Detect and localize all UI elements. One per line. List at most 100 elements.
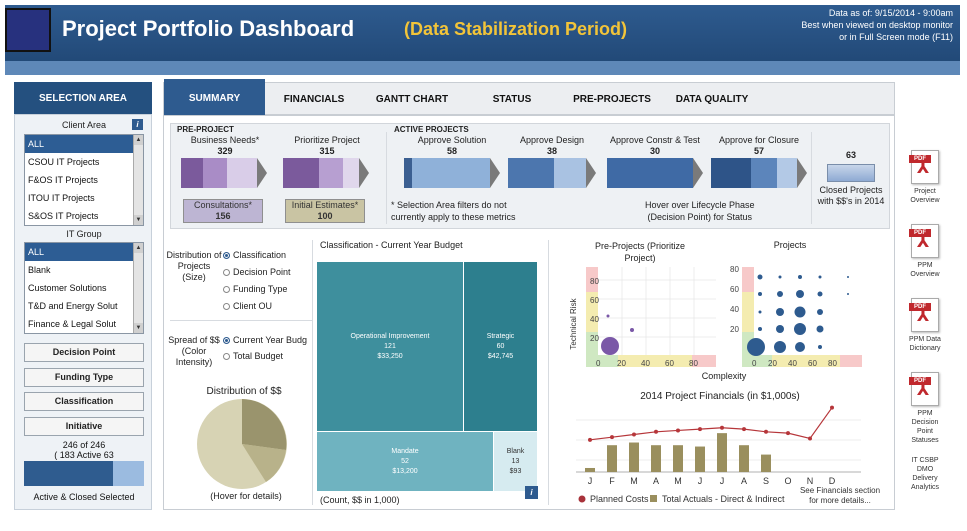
scroll-down-icon[interactable]: ▼ — [134, 215, 143, 225]
list-item[interactable]: ITOU IT Projects — [28, 193, 95, 203]
tab-financials[interactable]: FINANCIALS — [283, 94, 345, 105]
tab-gantt-chart[interactable]: GANTT CHART — [375, 94, 449, 105]
list-item[interactable]: Customer Solutions — [28, 283, 107, 293]
treemap-cell-strategic[interactable]: Strategic 60 $42,745 — [464, 262, 538, 432]
list-item[interactable]: Finance & Legal Solut — [28, 319, 117, 329]
planned-point[interactable] — [808, 436, 812, 441]
actuals-bar[interactable] — [739, 445, 749, 472]
stage-approve-design[interactable]: Approve Design 38 — [508, 135, 596, 188]
initial-estimates-box[interactable]: Initial Estimates* 100 — [285, 199, 365, 223]
actuals-bar[interactable] — [607, 445, 617, 472]
pdf-project-overview[interactable]: PDF ⅄ Project Overview — [905, 150, 945, 205]
decision-point-button[interactable]: Decision Point — [24, 343, 144, 362]
planned-point[interactable] — [764, 429, 768, 434]
radio-dot[interactable] — [223, 269, 230, 276]
radio-classification[interactable]: Classification — [223, 250, 286, 260]
actuals-bar[interactable] — [629, 442, 639, 472]
info-icon[interactable]: i — [132, 119, 143, 130]
distribution-pie[interactable] — [194, 398, 294, 490]
scrollbar[interactable]: ▲ ▼ — [133, 135, 143, 225]
radio-decision-point[interactable]: Decision Point — [223, 267, 291, 277]
radio-dot[interactable] — [223, 303, 230, 310]
actuals-bar[interactable] — [717, 433, 727, 472]
stage-approve-for-closure[interactable]: Approve for Closure 57 — [711, 135, 807, 188]
radio-dot[interactable] — [223, 353, 230, 360]
initiative-button[interactable]: Initiative — [24, 417, 144, 436]
pre-projects-scatter[interactable]: Technical Risk 80 60 40 20 0 20 40 60 80 — [566, 262, 726, 372]
radio-client-ou[interactable]: Client OU — [223, 301, 272, 311]
classification-button[interactable]: Classification — [24, 392, 144, 411]
pdf-ppm-decision-point-statuses[interactable]: PDF ⅄ PPM Decision Point Statuses — [905, 372, 945, 445]
list-item[interactable]: F&OS IT Projects — [28, 175, 98, 185]
actuals-bar[interactable] — [673, 445, 683, 472]
list-item[interactable]: ALL — [25, 135, 143, 153]
it-group-listbox[interactable]: ALL Blank Customer Solutions T&D and Ene… — [24, 242, 144, 334]
actuals-bar[interactable] — [585, 467, 595, 472]
radio-dot[interactable] — [223, 252, 230, 259]
financials-chart[interactable]: J F M A M J J A S O N D Planned Costs Total Actuals… — [566, 400, 866, 506]
tab-summary[interactable]: SUMMARY — [164, 79, 265, 115]
planned-point[interactable] — [742, 427, 746, 432]
planned-point[interactable] — [830, 405, 834, 410]
scroll-up-icon[interactable]: ▲ — [134, 243, 143, 253]
actuals-bar[interactable] — [761, 454, 771, 472]
radio-dot[interactable] — [223, 286, 230, 293]
stage-value: 58 — [446, 146, 457, 156]
radio-funding-type[interactable]: Funding Type — [223, 284, 287, 294]
list-item[interactable]: CSOU IT Projects — [28, 157, 100, 167]
scatter-point[interactable] — [606, 314, 610, 318]
y-tick: 40 — [730, 305, 739, 314]
data-as-of: Data as of: 9/15/2014 - 9:00am Best when… — [801, 7, 953, 43]
tab-data-quality[interactable]: DATA QUALITY — [675, 94, 749, 105]
consultations-box[interactable]: Consultations* 156 — [183, 199, 263, 223]
tab-status[interactable]: STATUS — [492, 94, 532, 105]
scatter-points[interactable] — [747, 274, 849, 357]
treemap-cell-mandate[interactable]: Mandate 52 $13,200 — [317, 432, 494, 492]
stage-approve-constr-test[interactable]: Approve Constr & Test 30 — [607, 135, 703, 188]
funding-type-button[interactable]: Funding Type — [24, 368, 144, 387]
treemap-cell-operational[interactable]: Operational Improvement 121 $33,250 — [317, 262, 464, 432]
scroll-down-icon[interactable]: ▼ — [134, 323, 143, 333]
scrollbar[interactable]: ▲ ▼ — [133, 243, 143, 333]
scroll-up-icon[interactable]: ▲ — [134, 135, 143, 145]
projects-scatter[interactable]: 80 60 40 20 0 20 40 60 80 — [726, 262, 866, 372]
planned-point[interactable] — [588, 437, 592, 442]
pie-slice[interactable] — [242, 444, 286, 482]
stage-business-needs[interactable]: Business Needs* 329 — [181, 135, 269, 188]
planned-point[interactable] — [698, 427, 702, 432]
list-item[interactable]: T&D and Energy Solut — [28, 301, 118, 311]
planned-point[interactable] — [786, 431, 790, 436]
planned-point[interactable] — [720, 425, 724, 430]
actuals-bar[interactable] — [651, 445, 661, 472]
list-item[interactable]: Blank — [28, 265, 51, 275]
scatter-point[interactable] — [630, 328, 634, 332]
bar-segment — [412, 158, 490, 188]
radio-current-year-budget[interactable]: Current Year Budg — [223, 335, 307, 345]
planned-point[interactable] — [676, 428, 680, 433]
stage-approve-solution[interactable]: Approve Solution 58 — [404, 135, 500, 188]
pdf-tag: PDF — [909, 377, 931, 385]
info-icon[interactable]: i — [525, 486, 538, 499]
stage-prioritize-project[interactable]: Prioritize Project 315 — [283, 135, 371, 188]
planned-point[interactable] — [610, 435, 614, 440]
cell-budget: $42,745 — [487, 352, 514, 360]
planned-point[interactable] — [632, 432, 636, 437]
stage-bar — [404, 158, 500, 188]
tab-pre-projects[interactable]: PRE-PROJECTS — [573, 94, 651, 105]
client-area-listbox[interactable]: ALL CSOU IT Projects F&OS IT Projects IT… — [24, 134, 144, 226]
treemap-cell-blank[interactable]: Blank 13 $93 — [494, 432, 538, 492]
planned-point[interactable] — [654, 429, 658, 434]
acrobat-icon: ⅄ — [917, 308, 930, 325]
pdf-ppm-data-dictionary[interactable]: PDF ⅄ PPM Data Dictionary — [905, 298, 945, 353]
pie-slice[interactable] — [242, 399, 287, 450]
radio-label: Funding Type — [233, 284, 288, 294]
scatter-point[interactable] — [601, 337, 619, 355]
financials-note[interactable]: See Financials section for more details.… — [790, 486, 890, 506]
radio-dot[interactable] — [223, 337, 230, 344]
radio-total-budget[interactable]: Total Budget — [223, 351, 283, 361]
closed-projects[interactable]: 63 Closed Projects with $$'s in 2014 — [815, 150, 887, 207]
actuals-bar[interactable] — [695, 446, 705, 472]
list-item[interactable]: ALL — [25, 243, 143, 261]
pdf-ppm-overview[interactable]: PDF ⅄ PPM Overview — [905, 224, 945, 279]
list-item[interactable]: S&OS IT Projects — [28, 211, 99, 221]
